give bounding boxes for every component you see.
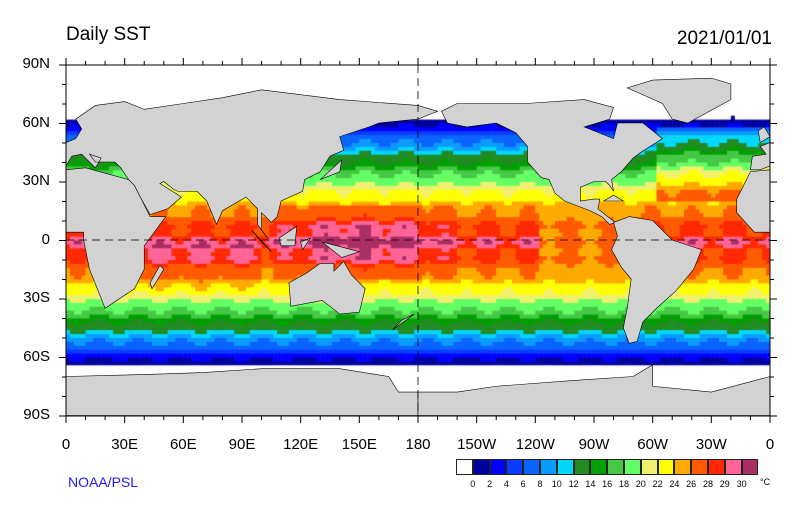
lat-label: 0 bbox=[41, 231, 50, 248]
landmass bbox=[602, 194, 625, 202]
lon-label: 0 bbox=[765, 436, 775, 453]
lon-label: 90W bbox=[578, 436, 610, 453]
landmass bbox=[66, 89, 439, 239]
lat-label: 90S bbox=[23, 406, 50, 423]
colorbar-box bbox=[691, 459, 708, 475]
landmass bbox=[750, 142, 770, 171]
colorbar-label: 30 bbox=[736, 479, 747, 489]
colorbar-box bbox=[708, 459, 725, 475]
landmass bbox=[392, 313, 415, 330]
landmass bbox=[278, 225, 298, 247]
landmass bbox=[66, 136, 67, 137]
map-title: Daily SST bbox=[66, 24, 151, 45]
colorbar-label: 28 bbox=[702, 479, 713, 489]
colorbar-box bbox=[624, 459, 641, 475]
landmass bbox=[611, 216, 702, 344]
landmass bbox=[417, 364, 770, 416]
map-date: 2021/01/01 bbox=[676, 28, 772, 49]
landmass bbox=[757, 126, 770, 143]
colorbar-box bbox=[741, 459, 759, 475]
landmass bbox=[736, 169, 770, 233]
colorbar-box bbox=[657, 459, 675, 475]
landmass bbox=[321, 241, 361, 258]
lon-label: 30W bbox=[695, 436, 727, 453]
colorbar-label: 6 bbox=[520, 479, 526, 489]
lon-label: 150W bbox=[457, 436, 497, 453]
colorbar-label: 29 bbox=[719, 479, 730, 489]
colorbar-label: 8 bbox=[537, 479, 543, 489]
landmass bbox=[66, 368, 419, 416]
colorbar-label: 10 bbox=[551, 479, 562, 489]
colorbar-label: 20 bbox=[635, 479, 646, 489]
landmass bbox=[149, 264, 165, 290]
colorbar-box bbox=[489, 459, 507, 475]
colorbar-box bbox=[674, 459, 692, 475]
lat-label: 60S bbox=[23, 348, 50, 365]
landmass bbox=[288, 260, 366, 315]
lon-label: 180 bbox=[405, 436, 431, 453]
lat-label: 30N bbox=[22, 172, 50, 189]
colorbar-box bbox=[607, 459, 624, 475]
colorbar-label: 12 bbox=[568, 479, 579, 489]
lat-label: 60N bbox=[22, 114, 50, 131]
colorbar-box bbox=[573, 459, 591, 475]
colorbar-label: 22 bbox=[652, 479, 663, 489]
lon-label: 150E bbox=[341, 436, 377, 453]
lat-label: 90N bbox=[22, 55, 50, 72]
colorbar-box bbox=[472, 459, 490, 475]
colorbar-box bbox=[506, 459, 524, 475]
lon-label: 0 bbox=[61, 436, 71, 453]
lat-label: 30S bbox=[23, 289, 50, 306]
colorbar-label: 14 bbox=[585, 479, 596, 489]
colorbar-label: 26 bbox=[686, 479, 697, 489]
landmass bbox=[626, 77, 732, 124]
colorbar-box bbox=[456, 459, 473, 475]
colorbar-label: 16 bbox=[602, 479, 613, 489]
colorbar-box bbox=[556, 459, 574, 475]
colorbar-label: 0 bbox=[470, 479, 476, 489]
lon-label: 90E bbox=[228, 436, 256, 453]
lon-label: 30E bbox=[111, 436, 138, 453]
colorbar-box bbox=[590, 459, 608, 475]
colorbar-unit: °C bbox=[760, 477, 771, 487]
colorbar-box bbox=[724, 459, 742, 475]
colorbar-label: 4 bbox=[503, 479, 509, 489]
credit-label: NOAA/PSL bbox=[68, 474, 139, 490]
lon-label: 60E bbox=[169, 436, 197, 453]
lon-label: 120E bbox=[283, 436, 319, 453]
landmass bbox=[441, 99, 663, 225]
colorbar-box bbox=[640, 459, 658, 475]
landmass bbox=[251, 230, 272, 252]
landmass bbox=[66, 167, 167, 309]
colorbar-label: 24 bbox=[669, 479, 680, 489]
lon-label: 120W bbox=[515, 436, 555, 453]
lon-label: 60W bbox=[637, 436, 669, 453]
colorbar-label: 18 bbox=[618, 479, 629, 489]
colorbar-box bbox=[523, 459, 540, 475]
landmass bbox=[320, 159, 343, 180]
colorbar-label: 2 bbox=[487, 479, 493, 489]
colorbar-box bbox=[540, 459, 557, 475]
